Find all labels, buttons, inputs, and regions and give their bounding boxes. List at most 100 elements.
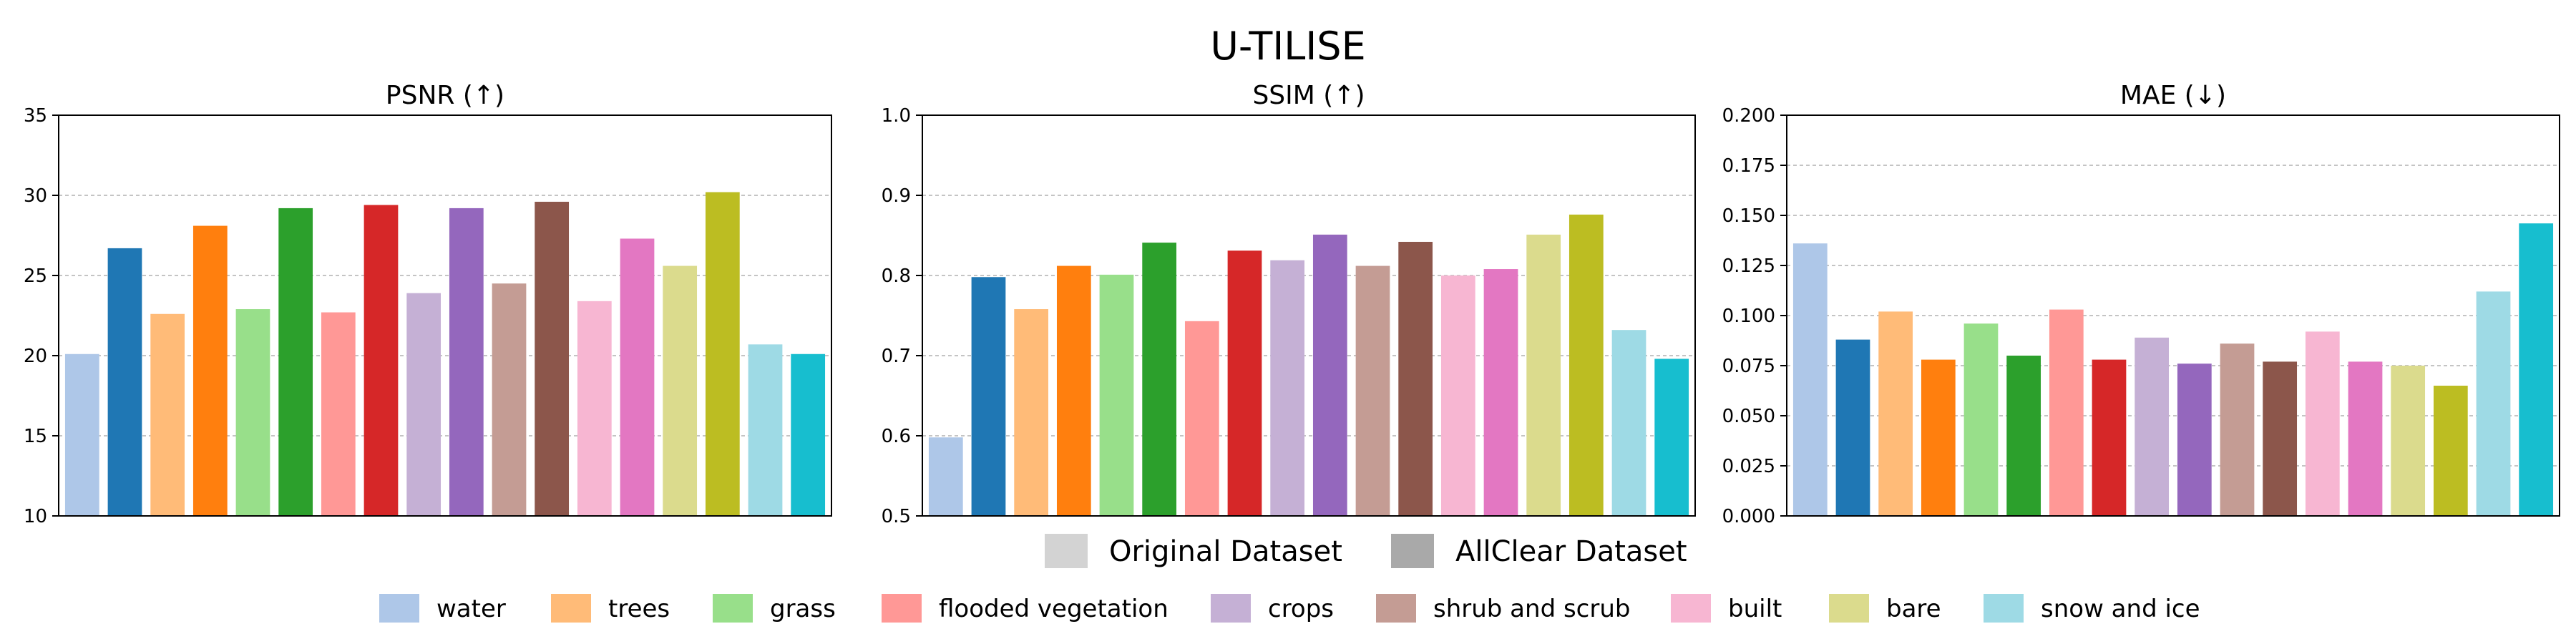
bar-crops-allclear: [2177, 364, 2212, 516]
y-tick-label: 0.6: [882, 426, 911, 447]
y-tick-label: 0.050: [1722, 406, 1775, 427]
bar-flooded-vegetation-allclear: [364, 205, 399, 516]
bar-shrub-and-scrub-allclear: [2263, 361, 2298, 516]
y-tick-label: 0.200: [1722, 105, 1775, 127]
subplots: 10 15 20 25 30 35 PSNR (↑) 0.5 0.6 0.7 0.8 0.9 1.0 SS…: [24, 81, 2560, 527]
bar-bare-allclear: [2433, 386, 2468, 516]
legend-swatch: [1211, 594, 1251, 623]
subplot-2: 0.5 0.6 0.7 0.8 0.9 1.0 SSIM (↑): [882, 81, 1696, 527]
y-tick-label: 0.5: [882, 506, 911, 527]
legend-swatch: [1671, 594, 1711, 623]
bar-snow-and-ice-allclear: [2519, 223, 2554, 516]
legend-swatch: [1984, 594, 2024, 623]
bar-shrub-and-scrub-allclear: [1398, 241, 1433, 516]
bar-flooded-vegetation-original: [1184, 321, 1219, 516]
bar-shrub-and-scrub-original: [492, 283, 527, 516]
bar-bare-original: [1526, 234, 1561, 516]
subplot-1: 10 15 20 25 30 35 PSNR (↑): [24, 81, 832, 527]
legend-swatch: [1391, 534, 1434, 568]
legend-swatch: [1045, 534, 1088, 568]
bar-trees-original: [150, 313, 185, 516]
bar-grass-allclear: [278, 208, 313, 516]
bar-snow-and-ice-original: [2476, 291, 2511, 516]
bar-snow-and-ice-allclear: [791, 353, 826, 516]
bar-crops-original: [406, 293, 441, 516]
bar-built-allclear: [620, 238, 655, 516]
subplot-title: SSIM (↑): [1252, 81, 1365, 110]
axes-frame: [922, 114, 1696, 517]
bar-flooded-vegetation-original: [321, 312, 356, 516]
y-tick-label: 25: [24, 265, 47, 287]
legend-label: flooded vegetation: [939, 595, 1169, 623]
bar-crops-original: [1270, 260, 1305, 516]
bar-crops-allclear: [449, 208, 484, 516]
bar-trees-original: [1878, 311, 1913, 516]
legend-swatch: [379, 594, 419, 623]
legend-label: Original Dataset: [1109, 535, 1342, 568]
legend-swatch: [713, 594, 753, 623]
bar-grass-original: [235, 309, 270, 516]
bar-crops-original: [2135, 337, 2170, 516]
legend-item-built: built: [1671, 594, 1782, 623]
axes-frame: [58, 114, 832, 517]
bar-flooded-vegetation-allclear: [1227, 250, 1262, 516]
legend-label: crops: [1268, 595, 1334, 623]
legend-label: trees: [608, 595, 670, 623]
bar-snow-and-ice-original: [748, 344, 783, 516]
bar-bare-allclear: [1568, 214, 1604, 516]
axes-frame: [1786, 114, 2560, 517]
legend-item-crops: crops: [1211, 594, 1334, 623]
bar-grass-original: [1099, 274, 1134, 516]
dataset-legend: Original Dataset AllClear Dataset: [1045, 534, 1687, 568]
y-tick-label: 0.8: [882, 265, 911, 287]
legend-item-bare: bare: [1829, 594, 1941, 623]
legend-label: water: [436, 595, 506, 623]
y-tick-label: 35: [24, 105, 47, 127]
legend-swatch: [551, 594, 591, 623]
y-tick-label: 15: [24, 426, 47, 447]
bar-flooded-vegetation-original: [2049, 309, 2084, 516]
bar-grass-allclear: [1142, 243, 1177, 516]
legend-label: shrub and scrub: [1433, 595, 1630, 623]
legend-swatch: [1376, 594, 1416, 623]
bar-built-allclear: [1483, 269, 1518, 516]
bar-built-original: [2305, 331, 2340, 516]
bar-water-original: [1792, 243, 1828, 516]
legend-item-grass: grass: [713, 594, 836, 623]
y-tick-label: 1.0: [882, 105, 911, 127]
y-tick-label: 20: [24, 346, 47, 367]
y-tick-label: 0.9: [882, 185, 911, 207]
bar-snow-and-ice-allclear: [1654, 358, 1689, 516]
y-tick-label: 0.000: [1722, 506, 1775, 527]
legend-label: built: [1728, 595, 1782, 623]
legend-label: snow and ice: [2041, 595, 2200, 623]
figure-title: U-TILISE: [1210, 24, 1365, 69]
bar-trees-original: [1014, 309, 1049, 516]
bar-trees-allclear: [192, 225, 228, 516]
legend-label: grass: [770, 595, 836, 623]
legend-item-original-dataset: Original Dataset: [1045, 534, 1342, 568]
bar-water-original: [928, 437, 963, 516]
legend-item-flooded-vegetation: flooded vegetation: [882, 594, 1169, 623]
y-tick-label: 0.025: [1722, 456, 1775, 477]
bar-trees-allclear: [1056, 265, 1091, 516]
bar-snow-and-ice-original: [1611, 330, 1646, 516]
bar-grass-original: [1963, 323, 1999, 516]
bar-water-original: [64, 353, 99, 516]
y-tick-label: 0.7: [882, 346, 911, 367]
y-tick-label: 0.175: [1722, 155, 1775, 177]
legend-item-water: water: [379, 594, 506, 623]
legend-swatch: [882, 594, 922, 623]
bar-built-allclear: [2348, 361, 2383, 516]
y-tick-label: 0.075: [1722, 356, 1775, 377]
bar-grass-allclear: [2006, 356, 2041, 516]
subplot-3: 0.000 0.025 0.050 0.075 0.100 0.125 0.150 0.175…: [1722, 81, 2560, 527]
bar-shrub-and-scrub-original: [2220, 343, 2255, 516]
bar-bare-allclear: [705, 192, 740, 516]
bar-water-allclear: [1835, 339, 1870, 516]
y-tick-label: 30: [24, 185, 47, 207]
bar-trees-allclear: [1921, 359, 1956, 516]
legend-label: AllClear Dataset: [1455, 535, 1687, 568]
bar-bare-original: [2391, 366, 2426, 516]
bar-water-allclear: [107, 248, 142, 516]
